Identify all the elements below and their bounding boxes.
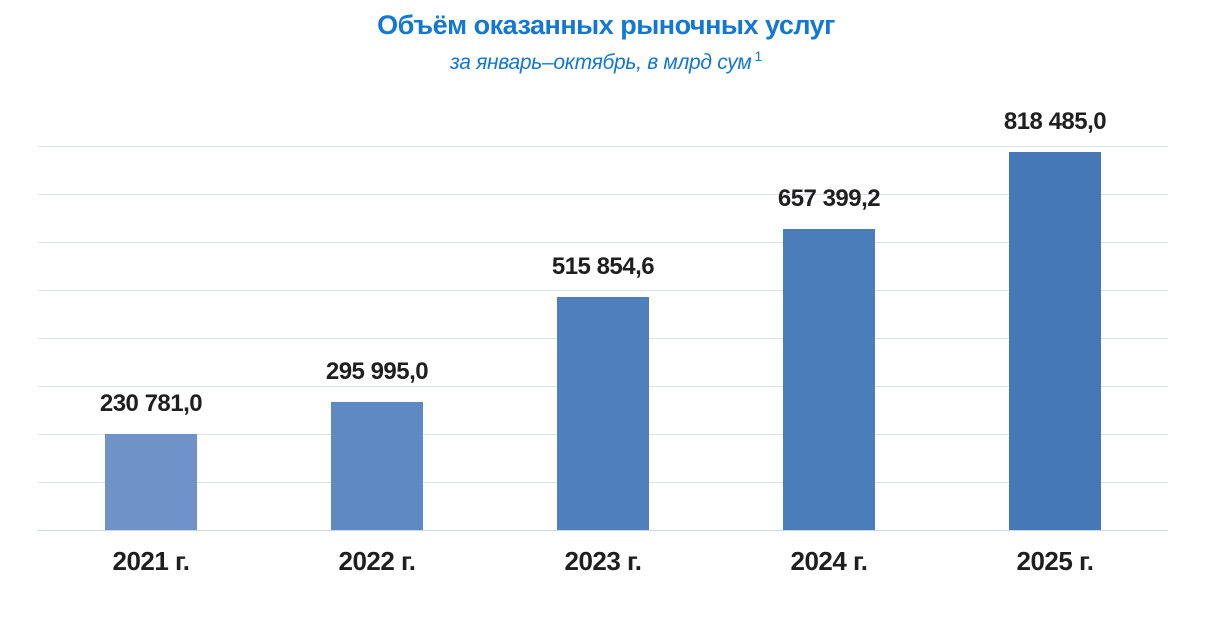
gridline xyxy=(38,290,1168,291)
gridline xyxy=(38,146,1168,147)
bar-group: 295 995,0 xyxy=(264,146,490,530)
gridline xyxy=(38,242,1168,243)
gridline xyxy=(38,194,1168,195)
bar xyxy=(557,297,649,530)
bar-value-label: 818 485,0 xyxy=(1003,108,1107,135)
x-axis-label: 2023 г. xyxy=(564,546,642,576)
x-axis: 2021 г. 2022 г. 2023 г. 2024 г. 2025 г. xyxy=(38,546,1168,577)
chart-header: Объём оказанных рыночных услуг за январь… xyxy=(0,10,1212,75)
chart-subtitle-text: за январь–октябрь, в млрд сум xyxy=(449,51,752,75)
x-axis-label: 2025 г. xyxy=(1016,546,1094,576)
bar-group: 515 854,6 xyxy=(490,146,716,530)
baseline xyxy=(38,530,1168,531)
bar-value-label: 657 399,2 xyxy=(777,185,881,212)
bar xyxy=(783,229,875,530)
bar-group: 818 485,0 xyxy=(942,108,1168,530)
chart-subtitle: за январь–октябрь, в млрд сум 1 xyxy=(0,48,1212,75)
bar xyxy=(331,402,423,530)
bar xyxy=(105,434,197,530)
bar-chart-plot-area: 230 781,0 295 995,0 515 854,6 657 399,2 … xyxy=(38,108,1168,531)
x-axis-label: 2022 г. xyxy=(338,546,416,576)
bar-group: 230 781,0 xyxy=(38,146,264,530)
footnote-marker: 1 xyxy=(754,48,763,65)
bar-value-label: 230 781,0 xyxy=(99,390,203,417)
chart-title: Объём оказанных рыночных услуг xyxy=(377,10,835,40)
bar xyxy=(1009,152,1101,530)
x-axis-label: 2024 г. xyxy=(790,546,868,576)
bar-group: 657 399,2 xyxy=(716,146,942,530)
x-axis-label: 2021 г. xyxy=(112,546,190,576)
bar-value-label: 295 995,0 xyxy=(325,358,429,385)
bar-value-label: 515 854,6 xyxy=(551,253,655,280)
